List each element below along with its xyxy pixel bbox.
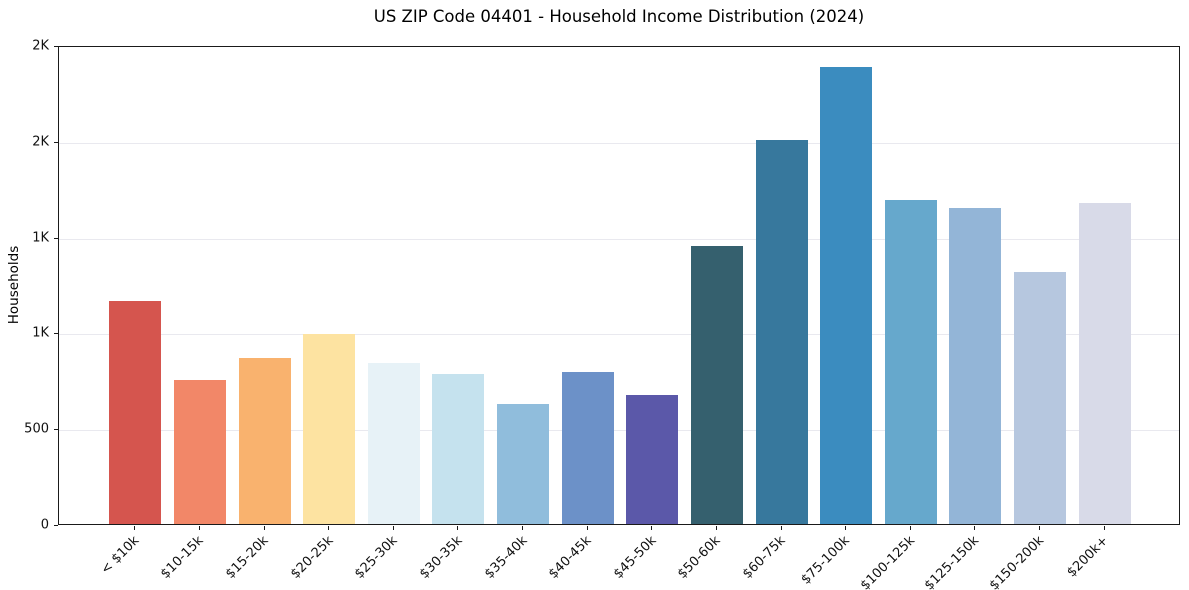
gridline [59,238,1179,240]
x-tick-mark [392,526,394,530]
bar [884,200,937,524]
gridline [59,430,1179,432]
x-tick-label: $15-20k [223,533,272,582]
bar [367,363,420,524]
x-tick-mark [715,526,717,530]
y-tick-mark [54,237,58,239]
x-tick-label: $200k+ [1064,533,1112,581]
plot-area [58,46,1180,525]
gridline [59,142,1179,144]
bar [1014,272,1067,524]
x-tick-mark [328,526,330,530]
y-tick-label: 1K [32,325,49,341]
x-tick-label: $30-35k [416,533,466,582]
bar [432,373,485,524]
x-tick-mark [909,526,911,530]
x-tick-mark [651,526,653,530]
gridline [59,334,1179,336]
bar [626,394,679,524]
y-tick-mark [54,429,58,431]
x-tick-label: $40-45k [546,533,595,582]
x-tick-mark [780,526,782,530]
x-tick-mark [198,526,200,530]
x-tick-label: $75-100k [798,533,854,588]
x-tick-label: $45-50k [610,533,660,582]
bar [561,371,614,524]
y-tick-label: 2K [32,134,49,150]
x-tick-label: $50-60k [675,533,724,582]
x-tick-label: $20-25k [287,533,337,582]
y-axis-label: Households [6,245,22,325]
x-tick-label: $10-15k [158,533,207,582]
x-tick-label: < $10k [98,533,143,578]
bar [238,358,291,524]
x-tick-mark [457,526,459,530]
x-tick-label: $100-125k [857,533,918,590]
x-tick-mark [974,526,976,530]
bar [173,380,226,524]
chart-title: US ZIP Code 04401 - Household Income Dis… [373,7,865,26]
x-tick-label: $60-75k [740,533,789,582]
x-tick-mark [1103,526,1105,530]
y-tick-label: 0 [40,517,49,533]
y-tick-label: 2K [32,38,49,54]
bar [949,207,1002,524]
x-tick-label: $25-30k [352,533,401,582]
x-tick-mark [522,526,524,530]
x-tick-mark [586,526,588,530]
bar [690,246,743,524]
y-tick-mark [54,141,58,143]
x-tick-label: $150-200k [986,533,1048,590]
x-tick-label: $35-40k [481,533,531,582]
bar [1078,203,1131,524]
bar [820,67,873,524]
x-tick-mark [263,526,265,530]
bar [497,404,550,524]
y-tick-mark [54,46,58,47]
bar [303,334,356,524]
y-tick-label: 500 [24,421,49,437]
y-tick-mark [54,525,58,526]
y-tick-mark [54,333,58,335]
bar [109,300,162,524]
bar [755,139,808,524]
x-tick-mark [845,526,847,530]
x-tick-label: $125-150k [922,533,983,590]
y-tick-label: 1K [32,230,49,246]
x-tick-mark [1039,526,1041,530]
x-tick-mark [134,526,136,530]
